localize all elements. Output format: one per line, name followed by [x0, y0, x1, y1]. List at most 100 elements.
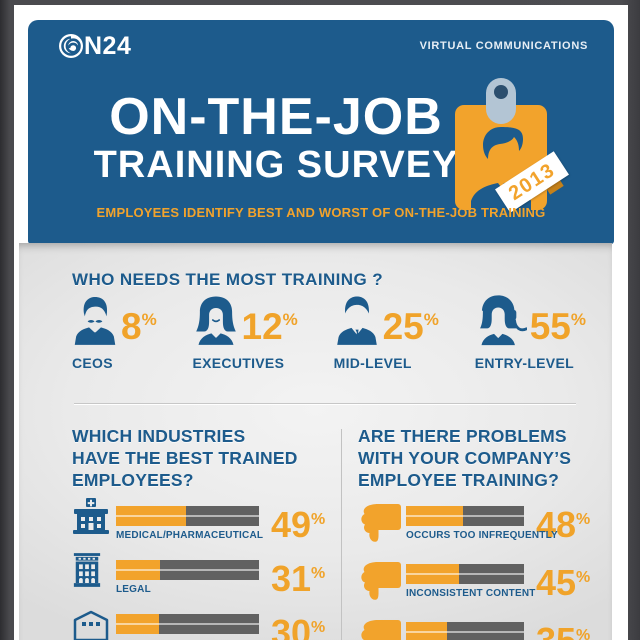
stat-mid-level-label: MID-LEVEL: [333, 355, 412, 371]
industry-bar-legal: [116, 560, 259, 580]
percent-sign: %: [576, 627, 591, 640]
id-badge-graphic: 2013: [455, 78, 569, 228]
title-line-2: TRAINING SURVEY: [93, 144, 459, 186]
on24-logo-o-swirl-icon: [59, 34, 83, 58]
problem-bar-inconsistent: [406, 564, 524, 584]
bar-gloss: [406, 631, 524, 633]
industry-row-third: 30%: [72, 610, 334, 640]
stat-ceos-label: CEOS: [72, 355, 113, 371]
title-line-1: ON-THE-JOB: [109, 88, 443, 146]
stat-mid-level-value: 25: [382, 306, 424, 347]
percent-sign: %: [141, 310, 157, 329]
bar-gloss: [406, 515, 524, 517]
stat-executives-label: EXECUTIVES: [192, 355, 285, 371]
stat-executives: 12% EXECUTIVES: [193, 294, 298, 371]
problem-row-inconsistent: INCONSISTENT CONTENT 45%: [358, 562, 610, 603]
who-stats-row: 8% CEOS 12% EXECUTIVES: [72, 294, 586, 371]
problems-heading-line2: WITH YOUR COMPANY’S: [358, 448, 572, 468]
problems-heading-line1: ARE THERE PROBLEMS: [358, 426, 567, 446]
problems-rows: OCCURS TOO INFREQUENTLY 48%: [358, 504, 610, 640]
stat-mid-level-figure: 25%: [334, 294, 439, 346]
infographic-body: WHO NEEDS THE MOST TRAINING ? 8% CEOS: [19, 243, 612, 640]
thumbs-down-icon: [361, 562, 401, 600]
stat-entry-level: 55% ENTRY-LEVEL: [475, 294, 586, 371]
midlevel-man-icon: [336, 296, 377, 345]
stat-ceos-percent: 8%: [121, 301, 157, 346]
stat-entry-level-percent: 55%: [530, 301, 586, 346]
bank-building-icon: [73, 610, 109, 640]
stat-ceos-value: 8: [121, 306, 142, 347]
header-subtitle: EMPLOYEES IDENTIFY BEST AND WORST OF ON-…: [96, 205, 546, 220]
industry-bar-medical: [116, 506, 259, 526]
problem-bar-infrequent: [406, 506, 524, 526]
problem-icon-cell: [358, 615, 406, 640]
industry-label-medical: MEDICAL/PHARMACEUTICAL: [116, 530, 264, 541]
industry-bar-group: MEDICAL/PHARMACEUTICAL: [116, 506, 264, 541]
stat-entry-level-value: 55: [529, 306, 571, 347]
bar-gloss: [116, 569, 259, 571]
industry-percent-third: 30%: [271, 612, 325, 640]
industries-section: WHICH INDUSTRIES HAVE THE BEST TRAINED E…: [72, 425, 334, 640]
title-block: ON-THE-JOB TRAINING SURVEY: [80, 90, 472, 186]
problem-bar-group: OCCURS TOO INFREQUENTLY: [406, 506, 558, 541]
industry-icon-cell: [72, 553, 116, 588]
stat-executives-figure: 12%: [193, 294, 298, 346]
stat-ceos-figure: 8%: [72, 294, 157, 346]
problem-percent-infrequent: 48%: [536, 504, 590, 543]
problem-label-infrequent: OCCURS TOO INFREQUENTLY: [406, 530, 558, 541]
industries-heading-line1: WHICH INDUSTRIES: [72, 426, 246, 446]
who-section-heading: WHO NEEDS THE MOST TRAINING ?: [72, 270, 383, 289]
problem-bar-third: [406, 622, 524, 640]
header-banner: N24 VIRTUAL COMMUNICATIONS ON-THE-JOB TR…: [28, 20, 614, 244]
problem-value-inconsistent: 45: [536, 562, 577, 603]
ceo-icon: [74, 297, 116, 345]
percent-sign: %: [311, 511, 326, 528]
industry-label-legal: LEGAL: [116, 584, 151, 595]
thumbs-down-icon: [361, 620, 401, 640]
problems-heading-line3: EMPLOYEE TRAINING?: [358, 470, 559, 490]
problems-section: ARE THERE PROBLEMS WITH YOUR COMPANY’S E…: [358, 425, 610, 640]
vertical-divider: [341, 429, 342, 640]
problem-bar-group: INCONSISTENT CONTENT: [406, 564, 535, 599]
percent-sign: %: [282, 310, 298, 329]
problem-value-third: 35: [536, 620, 576, 640]
industry-bar-third: [116, 614, 259, 634]
percent-sign: %: [576, 569, 591, 586]
problem-row-infrequent: OCCURS TOO INFREQUENTLY 48%: [358, 504, 610, 545]
stat-mid-level: 25% MID-LEVEL: [334, 294, 439, 371]
percent-sign: %: [311, 565, 326, 582]
percent-sign: %: [423, 310, 439, 329]
problem-value-infrequent: 48: [536, 504, 577, 545]
problem-percent-third: 35%: [536, 620, 590, 640]
industries-heading-line3: EMPLOYEES?: [72, 470, 194, 490]
stat-entry-level-figure: 55%: [475, 294, 586, 346]
executive-woman-icon: [195, 296, 236, 345]
hospital-icon: [73, 498, 109, 534]
industries-heading-line2: HAVE THE BEST TRAINED: [72, 448, 298, 468]
headset-agent-icon: [479, 295, 527, 346]
on24-logo-text: N24: [84, 32, 132, 60]
horizontal-divider: [74, 403, 576, 405]
problem-bar-group: [406, 622, 524, 640]
percent-sign: %: [311, 619, 326, 636]
badge-clip-icon: [486, 78, 516, 124]
industry-row-legal: LEGAL 31%: [72, 553, 334, 597]
industry-value-medical: 49: [271, 504, 312, 545]
header-tagline: VIRTUAL COMMUNICATIONS: [419, 40, 588, 52]
stat-entry-level-label: ENTRY-LEVEL: [474, 355, 574, 371]
industry-bar-group: [116, 614, 259, 638]
problem-icon-cell: [358, 499, 406, 545]
industry-percent-legal: 31%: [271, 558, 326, 597]
stat-executives-percent: 12%: [242, 301, 298, 346]
on24-logo: N24: [58, 33, 131, 59]
problems-heading: ARE THERE PROBLEMS WITH YOUR COMPANY’S E…: [358, 425, 610, 491]
bar-gloss: [116, 623, 259, 625]
stat-executives-value: 12: [241, 306, 283, 347]
header-top-row: N24 VIRTUAL COMMUNICATIONS: [58, 33, 588, 59]
industry-value-legal: 31: [271, 558, 312, 599]
problem-percent-inconsistent: 45%: [536, 562, 591, 601]
industry-percent-medical: 49%: [271, 504, 326, 543]
thumbs-down-icon: [361, 504, 401, 542]
office-building-icon: [73, 553, 101, 587]
